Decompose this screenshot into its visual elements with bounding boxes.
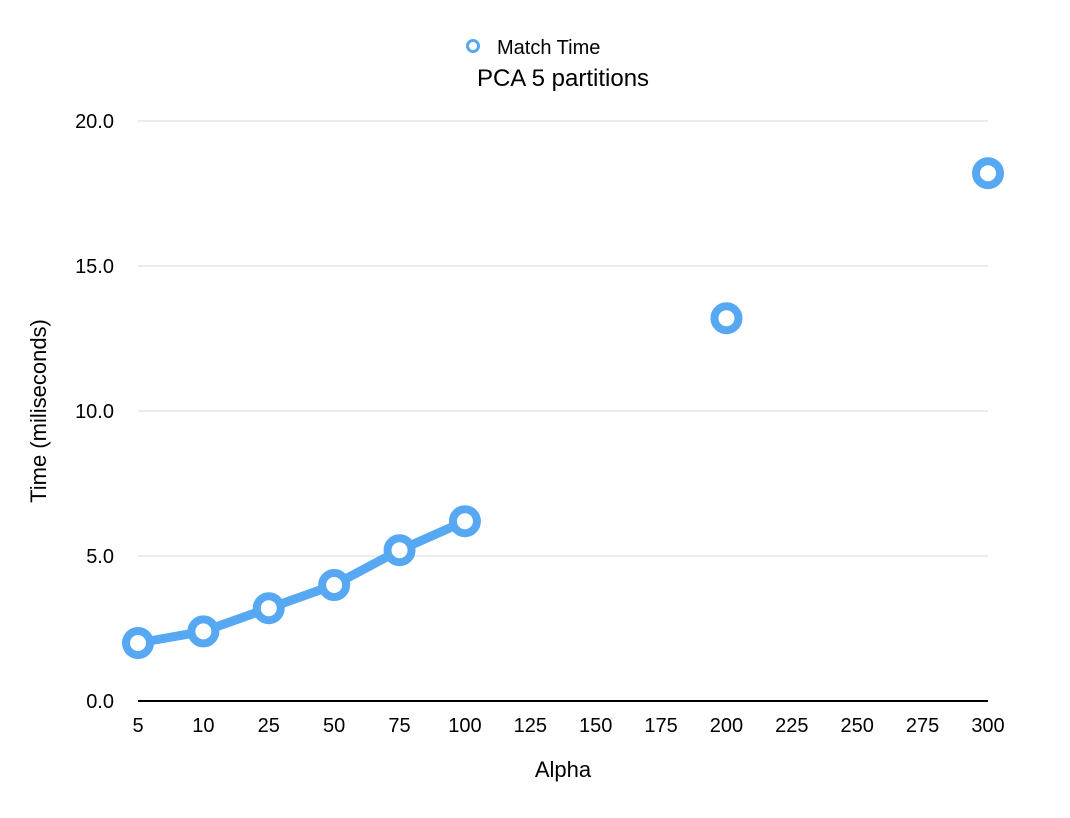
x-tick-label: 125 bbox=[514, 715, 547, 737]
series-line-segment bbox=[133, 516, 470, 648]
x-tick-label: 50 bbox=[323, 715, 345, 737]
x-tick-label: 75 bbox=[388, 715, 410, 737]
y-axis-label: Time (miliseconds) bbox=[26, 319, 51, 503]
x-tick-label: 5 bbox=[132, 715, 143, 737]
data-point bbox=[383, 534, 416, 567]
x-tick-label: 250 bbox=[841, 715, 874, 737]
x-axis-ticks: 5 10 25 50 75 100 125 150 175 200 225 250 275 300 bbox=[132, 715, 1004, 737]
series-match-time bbox=[122, 157, 1004, 659]
x-tick-label: 150 bbox=[579, 715, 612, 737]
data-point bbox=[318, 569, 351, 601]
data-point bbox=[448, 505, 481, 538]
legend-marker-match-time bbox=[466, 39, 480, 53]
x-tick-label: 100 bbox=[448, 715, 481, 737]
y-tick-label: 0.0 bbox=[86, 691, 114, 713]
x-tick-label: 300 bbox=[971, 715, 1004, 737]
y-tick-label: 10.0 bbox=[75, 401, 114, 423]
data-point bbox=[187, 615, 220, 648]
x-tick-label: 175 bbox=[644, 715, 677, 737]
y-tick-label: 15.0 bbox=[75, 256, 114, 278]
x-tick-label: 275 bbox=[906, 715, 939, 737]
y-axis-ticks: 0.0 5.0 10.0 15.0 20.0 bbox=[75, 111, 114, 713]
x-tick-label: 25 bbox=[258, 715, 280, 737]
x-tick-label: 200 bbox=[710, 715, 743, 737]
data-point bbox=[972, 157, 1004, 190]
x-axis-label: Alpha bbox=[535, 757, 592, 782]
data-point bbox=[252, 592, 285, 625]
x-tick-label: 225 bbox=[775, 715, 808, 737]
y-tick-label: 20.0 bbox=[75, 111, 114, 133]
legend: Match Time bbox=[466, 37, 600, 59]
y-tick-label: 5.0 bbox=[86, 546, 114, 568]
x-tick-label: 10 bbox=[192, 715, 214, 737]
gridlines bbox=[138, 120, 988, 557]
legend-label-match-time: Match Time bbox=[497, 37, 600, 59]
data-point bbox=[122, 627, 154, 659]
chart-title: PCA 5 partitions bbox=[477, 65, 649, 92]
data-point bbox=[710, 302, 743, 335]
